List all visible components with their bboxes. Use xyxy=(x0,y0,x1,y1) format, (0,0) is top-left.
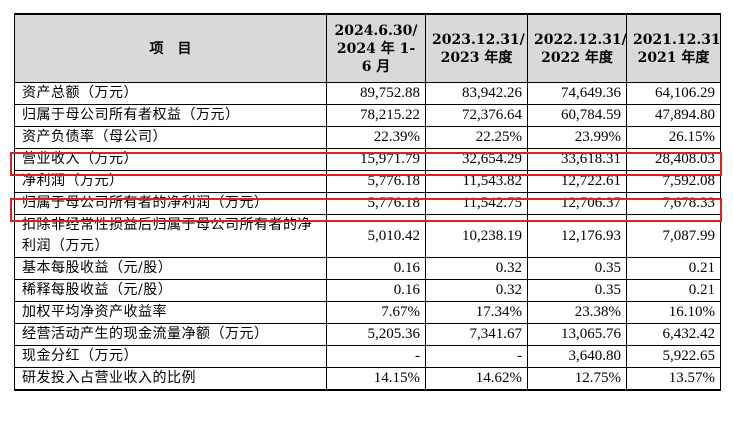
value-cell: 7,087.99 xyxy=(626,214,721,258)
row-label: 现金分红（万元） xyxy=(14,345,327,368)
row-label: 净利润（万元） xyxy=(14,170,327,193)
row-label: 稀释每股收益（元/股） xyxy=(14,279,327,302)
header-period-2023: 2023.12.31/ 2023 年度 xyxy=(425,13,528,83)
table-row: 净利润（万元） 5,776.18 11,543.82 12,722.61 7,592.0… xyxy=(14,170,721,193)
header-item: 项 目 xyxy=(14,13,327,83)
table-row: 资产负债率（母公司） 22.39% 22.25% 23.99% 26.15% xyxy=(14,126,721,149)
value-cell: 0.32 xyxy=(425,279,528,302)
row-label: 资产总额（万元） xyxy=(14,82,327,105)
value-cell: 13.57% xyxy=(626,367,721,391)
header-period-2022: 2022.12.31/ 2022 年度 xyxy=(527,13,627,83)
row-label: 研发投入占营业收入的比例 xyxy=(14,367,327,391)
value-cell: 12,176.93 xyxy=(527,214,627,258)
table-row: 资产总额（万元） 89,752.88 83,942.26 74,649.36 64,10… xyxy=(14,82,721,105)
value-cell: 5,205.36 xyxy=(326,323,426,346)
table-row: 营业收入（万元） 15,971.79 32,654.29 33,618.31 28,40… xyxy=(14,148,721,171)
header-row: 项 目 2024.6.30/ 2024 年 1-6 月 2023.12.31/ … xyxy=(14,13,721,83)
table-row: 归属于母公司所有者权益（万元） 78,215.22 72,376.64 60,784.… xyxy=(14,104,721,127)
value-cell: 13,065.76 xyxy=(527,323,627,346)
row-label: 加权平均净资产收益率 xyxy=(14,301,327,324)
value-cell: 0.35 xyxy=(527,279,627,302)
table-row: 经营活动产生的现金流量净额（万元） 5,205.36 7,341.67 13,065.… xyxy=(14,323,721,346)
value-cell: 33,618.31 xyxy=(527,148,627,171)
value-cell: 12.75% xyxy=(527,367,627,391)
value-cell: 0.32 xyxy=(425,257,528,280)
table-row: 现金分红（万元） - -3,640.80 5,922.65 xyxy=(14,345,721,368)
row-label: 基本每股收益（元/股） xyxy=(14,257,327,280)
value-cell: 23.99% xyxy=(527,126,627,149)
table-row: 研发投入占营业收入的比例 14.15% 14.62% 12.75% 13.57% xyxy=(14,367,721,391)
row-label: 归属于母公司所有者的净利润（万元） xyxy=(14,192,327,215)
table-row: 稀释每股收益（元/股） 0.16 0.32 0.35 0.21 xyxy=(14,279,721,302)
row-label: 经营活动产生的现金流量净额（万元） xyxy=(14,323,327,346)
value-cell: 0.16 xyxy=(326,279,426,302)
row-label: 扣除非经常性损益后归属于母公司所有者的净利润（万元） xyxy=(14,214,327,258)
value-cell: 0.16 xyxy=(326,257,426,280)
value-cell: 0.21 xyxy=(626,279,721,302)
value-cell: 23.38% xyxy=(527,301,627,324)
value-cell: - xyxy=(425,345,528,368)
value-cell: 0.21 xyxy=(626,257,721,280)
value-cell: 17.34% xyxy=(425,301,528,324)
table-row: 归属于母公司所有者的净利润（万元） 5,776.18 11,542.75 12,706… xyxy=(14,192,721,215)
value-cell: 74,649.36 xyxy=(527,82,627,105)
value-cell: 7,341.67 xyxy=(425,323,528,346)
value-cell: 14.15% xyxy=(326,367,426,391)
value-cell: 5,922.65 xyxy=(626,345,721,368)
financial-data-table: 项 目 2024.6.30/ 2024 年 1-6 月 2023.12.31/ … xyxy=(14,13,721,391)
value-cell: 5,010.42 xyxy=(326,214,426,258)
value-cell: 5,776.18 xyxy=(326,192,426,215)
value-cell: 32,654.29 xyxy=(425,148,528,171)
value-cell: 6,432.42 xyxy=(626,323,721,346)
value-cell: 22.39% xyxy=(326,126,426,149)
value-cell: 15,971.79 xyxy=(326,148,426,171)
value-cell: 16.10% xyxy=(626,301,721,324)
table-row: 扣除非经常性损益后归属于母公司所有者的净利润（万元） 5,010.42 10,238… xyxy=(14,214,721,258)
value-cell: 7,592.08 xyxy=(626,170,721,193)
value-cell: 7,678.33 xyxy=(626,192,721,215)
value-cell: 89,752.88 xyxy=(326,82,426,105)
value-cell: 5,776.18 xyxy=(326,170,426,193)
row-label: 营业收入（万元） xyxy=(14,148,327,171)
row-label: 资产负债率（母公司） xyxy=(14,126,327,149)
value-cell: 14.62% xyxy=(425,367,528,391)
value-cell: 12,706.37 xyxy=(527,192,627,215)
value-cell: 83,942.26 xyxy=(425,82,528,105)
table-row: 加权平均净资产收益率 7.67% 17.34% 23.38% 16.10% xyxy=(14,301,721,324)
value-cell: 11,542.75 xyxy=(425,192,528,215)
value-cell: 0.35 xyxy=(527,257,627,280)
value-cell: 47,894.80 xyxy=(626,104,721,127)
value-cell: - xyxy=(326,345,426,368)
header-period-2024h1: 2024.6.30/ 2024 年 1-6 月 xyxy=(326,13,426,83)
value-cell: 3,640.80 xyxy=(527,345,627,368)
row-label: 归属于母公司所有者权益（万元） xyxy=(14,104,327,127)
value-cell: 7.67% xyxy=(326,301,426,324)
value-cell: 22.25% xyxy=(425,126,528,149)
value-cell: 28,408.03 xyxy=(626,148,721,171)
value-cell: 11,543.82 xyxy=(425,170,528,193)
value-cell: 12,722.61 xyxy=(527,170,627,193)
table-row: 基本每股收益（元/股） 0.16 0.32 0.35 0.21 xyxy=(14,257,721,280)
value-cell: 60,784.59 xyxy=(527,104,627,127)
financial-table-container: 项 目 2024.6.30/ 2024 年 1-6 月 2023.12.31/ … xyxy=(14,13,721,391)
value-cell: 64,106.29 xyxy=(626,82,721,105)
value-cell: 72,376.64 xyxy=(425,104,528,127)
value-cell: 10,238.19 xyxy=(425,214,528,258)
value-cell: 26.15% xyxy=(626,126,721,149)
header-period-2021: 2021.12.31/ 2021 年度 xyxy=(626,13,721,83)
value-cell: 78,215.22 xyxy=(326,104,426,127)
